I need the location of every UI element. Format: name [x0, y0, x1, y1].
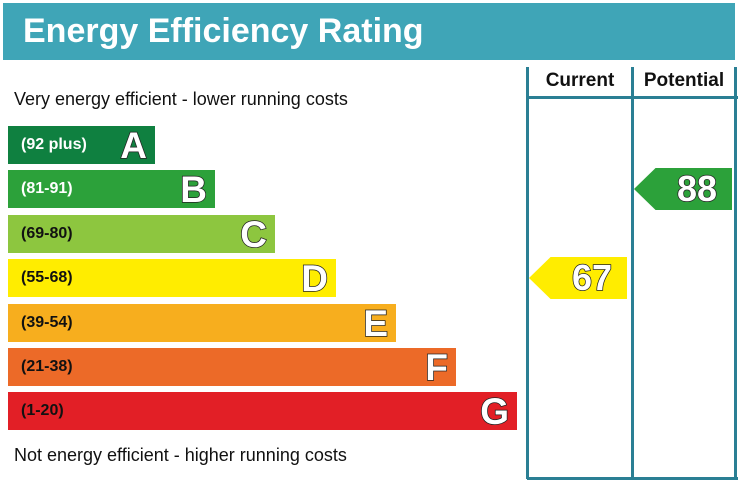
band-F: (21-38) F [8, 346, 456, 389]
band-letter: A [120, 124, 148, 167]
band-E: (39-54) E [8, 302, 396, 345]
divider [526, 67, 529, 479]
band-range: (55-68) [21, 269, 73, 286]
potential-rating-arrow: 88 [634, 168, 732, 210]
title-bar: Energy Efficiency Rating [3, 3, 735, 60]
divider [527, 477, 738, 480]
band-A: (92 plus) A [8, 124, 155, 167]
current-value: 67 [571, 257, 613, 299]
current-rating-arrow: 67 [529, 257, 627, 299]
bottom-note: Not energy efficient - higher running co… [14, 445, 347, 465]
potential-value: 88 [676, 168, 718, 210]
band-range: (81-91) [21, 180, 73, 197]
band-range: (69-80) [21, 225, 73, 242]
divider [734, 67, 737, 479]
band-range: (21-38) [21, 358, 73, 375]
band-G: (1-20) G [8, 390, 517, 433]
band-letter: E [363, 302, 389, 345]
band-letter: G [479, 390, 509, 433]
divider [631, 67, 634, 479]
band-D: (55-68) D [8, 257, 336, 300]
band-range: (92 plus) [21, 136, 87, 153]
current-header: Current [545, 70, 615, 91]
band-C: (69-80) C [8, 213, 275, 256]
band-letter: C [240, 213, 268, 256]
band-letter: D [301, 257, 329, 300]
divider [527, 96, 738, 99]
band-B: (81-91) B [8, 168, 215, 211]
top-note: Very energy efficient - lower running co… [14, 89, 348, 109]
band-range: (39-54) [21, 314, 73, 331]
band-range: (1-20) [21, 402, 64, 419]
band-letter: F [425, 346, 449, 389]
chart-title: Energy Efficiency Rating [23, 12, 424, 50]
band-letter: B [180, 168, 208, 211]
potential-header: Potential [643, 70, 725, 91]
